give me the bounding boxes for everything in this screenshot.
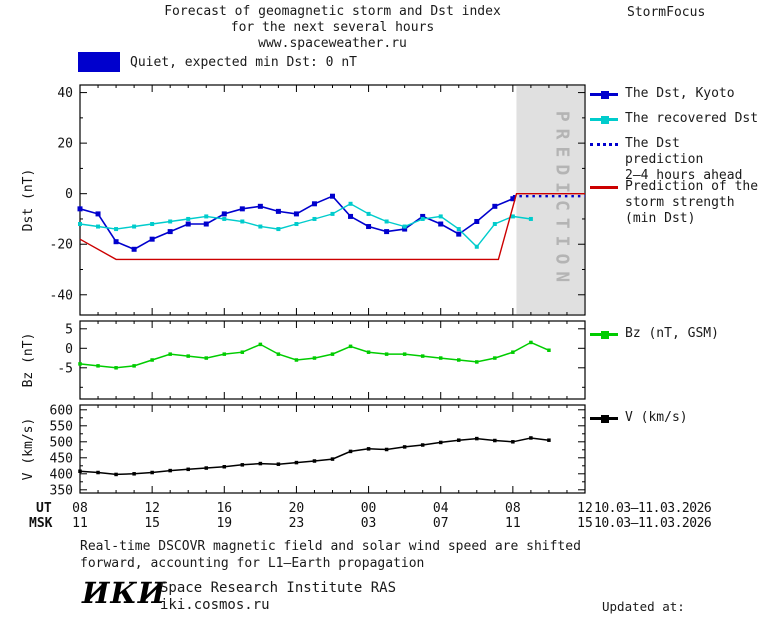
institute-name: Space Research Institute RAS — [160, 580, 397, 596]
status-color-swatch — [78, 52, 120, 72]
legend-dst-kyoto: The Dst, Kyoto — [590, 86, 760, 102]
y-tick-label: 40 — [57, 86, 73, 101]
y-tick-label: -5 — [57, 361, 73, 376]
legend-storm-strength: Prediction of the storm strength (min Ds… — [590, 179, 760, 227]
bz-plot: 5 0 -5 Bz (nT) — [21, 320, 586, 400]
msk-row-label: MSK — [29, 516, 53, 531]
ut-hour-label: 08 — [72, 501, 88, 516]
y-tick-label: -20 — [50, 238, 73, 253]
ut-hour-label: 00 — [361, 501, 377, 516]
legend-dst-prediction: The Dst prediction 2–4 hours ahead — [590, 136, 760, 184]
ut-hour-label: 16 — [216, 501, 232, 516]
y-axis-title: Bz (nT) — [21, 333, 36, 388]
y-tick-label: -40 — [50, 288, 73, 303]
prediction-label: PREDICTION — [552, 111, 573, 289]
msk-hour-label: 23 — [289, 516, 305, 531]
series-bz-nt-gsm — [78, 340, 551, 370]
page-title: Forecast of geomagnetic storm and Dst in… — [80, 4, 585, 52]
y-tick-label: 550 — [50, 419, 73, 434]
y-axis-title: V (km/s) — [21, 418, 36, 481]
blue-dotted-line-marker — [590, 136, 620, 152]
title-line-1: Forecast of geomagnetic storm and Dst in… — [164, 4, 501, 19]
ut-date-range: 10.03–11.03.2026 — [594, 501, 712, 516]
y-tick-label: 20 — [57, 137, 73, 152]
updated-title: Updated at: — [602, 599, 685, 614]
msk-hour-label: 15 — [144, 516, 160, 531]
ut-hour-label: 20 — [289, 501, 305, 516]
legend-label-dst-kyoto: The Dst, Kyoto — [625, 86, 735, 101]
footnote-line-1: Real-time DSCOVR magnetic field and sola… — [80, 539, 581, 554]
y-tick-label: 600 — [50, 403, 73, 418]
msk-hour-label: 03 — [361, 516, 377, 531]
y-tick-label: 350 — [50, 483, 73, 498]
ut-row-label: UT — [36, 501, 52, 516]
green-square-line-marker — [590, 326, 620, 342]
series-the-dst-kyoto — [77, 193, 516, 252]
legend-label-dst-prediction: The Dst prediction 2–4 hours ahead — [625, 136, 743, 183]
dst-plot: PREDICTION 40 20 0 -20 -40 Dst (nT) — [21, 84, 586, 316]
cyan-square-line-marker — [590, 111, 620, 127]
ut-hour-label: 04 — [433, 501, 449, 516]
legend-label-storm-strength: Prediction of the storm strength (min Ds… — [625, 179, 759, 226]
status-label: Quiet, expected min Dst: 0 nT — [130, 54, 357, 70]
y-tick-label: 5 — [65, 322, 73, 337]
msk-hour-label: 11 — [72, 516, 88, 531]
legend-bz: Bz (nT, GSM) — [590, 326, 760, 342]
status-banner: Quiet, expected min Dst: 0 nT — [78, 52, 357, 72]
prediction-band — [516, 86, 584, 314]
series-prediction-of-the-storm-strength-min-dst — [79, 192, 585, 261]
y-tick-label: 0 — [65, 187, 73, 202]
msk-hour-label: 19 — [216, 516, 232, 531]
title-url: www.spaceweather.ru — [258, 36, 407, 51]
red-line-marker — [590, 179, 620, 195]
series-the-recovered-dst — [78, 201, 533, 249]
series-v-km-s — [78, 436, 551, 477]
ut-hour-label: 12 — [144, 501, 160, 516]
ut-hour-label: 08 — [505, 501, 521, 516]
legend-label-bz: Bz (nT, GSM) — [625, 326, 719, 341]
y-tick-label: 450 — [50, 451, 73, 466]
y-tick-label: 0 — [65, 342, 73, 357]
legend-label-recovered-dst: The recovered Dst — [625, 111, 759, 126]
msk-hour-label: 11 — [505, 516, 521, 531]
iki-logo: ИКИ — [82, 576, 167, 610]
footnote-line-2: forward, accounting for L1–Earth propaga… — [80, 556, 425, 571]
msk-date-range: 10.03–11.03.2026 — [594, 516, 712, 531]
y-tick-label: 500 — [50, 435, 73, 450]
legend-v: V (km/s) — [590, 410, 760, 426]
institute-site: iki.cosmos.ru — [160, 597, 270, 613]
blue-square-line-marker — [590, 86, 620, 102]
ut-hour-label: 12 — [577, 501, 593, 516]
black-square-line-marker — [590, 410, 620, 426]
legend-label-v: V (km/s) — [625, 410, 688, 425]
updated-block: Updated at: UT 08:05, 11.03.2026 MSK 11:… — [602, 567, 760, 620]
title-line-2: for the next several hours — [230, 20, 435, 35]
y-tick-label: 400 — [50, 467, 73, 482]
footnote: Real-time DSCOVR magnetic field and sola… — [80, 538, 581, 572]
msk-hour-label: 15 — [577, 516, 593, 531]
y-axis-title: Dst (nT) — [21, 169, 36, 232]
legend-recovered-dst: The recovered Dst — [590, 111, 760, 127]
brand-label: StormFocus — [627, 5, 706, 20]
msk-hour-label: 07 — [433, 516, 449, 531]
